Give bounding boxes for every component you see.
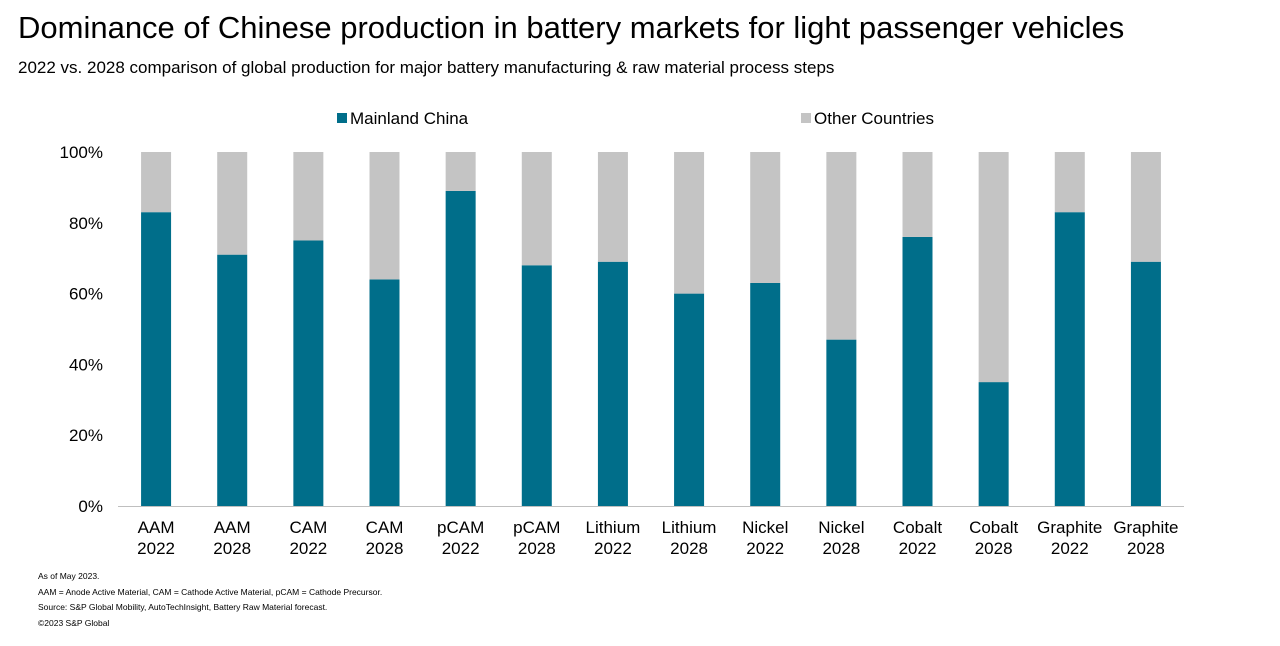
x-tick-label-year: 2022 [899, 539, 937, 558]
x-tick-label-year: 2028 [975, 539, 1013, 558]
bar-china-9 [826, 339, 857, 506]
x-tick-label-year: 2028 [1127, 539, 1165, 558]
x-tick-label: AAM [214, 518, 251, 537]
x-tick-label-year: 2022 [442, 539, 480, 558]
bar-china-12 [1054, 212, 1085, 506]
bar-other-10 [902, 152, 933, 237]
x-tick-label-year: 2028 [213, 539, 251, 558]
y-tick-label: 40% [69, 355, 103, 374]
bar-other-0 [141, 152, 172, 213]
legend-label-1: Other Countries [814, 109, 934, 128]
legend-swatch-1 [801, 113, 811, 123]
bar-china-7 [674, 293, 705, 506]
footnote-copyright: ©2023 S&P Global [38, 617, 110, 628]
x-tick-label: Cobalt [893, 518, 942, 537]
x-tick-label: Nickel [742, 518, 788, 537]
x-tick-label: Lithium [586, 518, 641, 537]
y-tick-label: 100% [60, 143, 103, 162]
bar-china-1 [217, 254, 248, 506]
bar-other-1 [217, 152, 248, 255]
x-tick-label: CAM [366, 518, 404, 537]
footnotes: As of May 2023. AAM = Anode Active Mater… [38, 569, 382, 631]
x-tick-label: pCAM [437, 518, 484, 537]
bar-other-6 [597, 152, 628, 262]
x-tick-label-year: 2022 [137, 539, 175, 558]
legend-label-0: Mainland China [350, 109, 469, 128]
x-tick-label: Lithium [662, 518, 717, 537]
x-axis: AAM 2022 AAM 2028 CAM 2022 CAM 2028 pCAM 2022 pCAM… [118, 506, 1184, 558]
x-tick-label: Graphite [1037, 518, 1102, 537]
bar-china-10 [902, 236, 933, 506]
bar-china-3 [369, 279, 400, 506]
bar-other-5 [521, 152, 552, 266]
x-tick-label: Cobalt [969, 518, 1018, 537]
bar-china-13 [1130, 261, 1161, 506]
bar-china-11 [978, 382, 1009, 506]
bar-other-9 [826, 152, 857, 340]
bar-china-0 [141, 212, 172, 506]
bar-other-12 [1054, 152, 1085, 213]
footnote-abbreviations: AAM = Anode Active Material, CAM = Catho… [38, 586, 383, 597]
y-tick-label: 0% [78, 497, 103, 516]
bar-other-4 [445, 152, 476, 191]
y-tick-label: 20% [69, 426, 103, 445]
y-tick-label: 60% [69, 285, 103, 304]
x-tick-label-year: 2022 [289, 539, 327, 558]
bar-china-5 [521, 265, 552, 506]
footnote-source: Source: S&P Global Mobility, AutoTechIns… [38, 602, 328, 612]
x-tick-label: Graphite [1113, 518, 1178, 537]
bar-other-7 [674, 152, 705, 294]
legend-swatch-0 [337, 113, 347, 123]
footnote-date: As of May 2023. [38, 571, 100, 581]
chart-title: Dominance of Chinese production in batte… [18, 10, 1125, 45]
chart-subtitle: 2022 vs. 2028 comparison of global produ… [18, 58, 835, 77]
bar-other-8 [750, 152, 781, 283]
x-tick-label-year: 2028 [366, 539, 404, 558]
x-tick-label-year: 2022 [746, 539, 784, 558]
bar-china-2 [293, 240, 324, 506]
x-tick-label: pCAM [513, 518, 560, 537]
bar-other-11 [978, 152, 1009, 383]
x-tick-label-year: 2022 [1051, 539, 1089, 558]
bar-other-2 [293, 152, 324, 241]
x-tick-label: CAM [289, 518, 327, 537]
bar-china-6 [597, 261, 628, 506]
bar-china-4 [445, 190, 476, 506]
x-tick-label-year: 2028 [670, 539, 708, 558]
x-tick-label: Nickel [818, 518, 864, 537]
y-axis: 0% 20% 40% 60% 80% 100% [60, 143, 103, 516]
bar-other-13 [1130, 152, 1161, 262]
bar-china-8 [750, 282, 781, 506]
x-tick-label-year: 2028 [518, 539, 556, 558]
y-tick-label: 80% [69, 214, 103, 233]
legend: Mainland China Other Countries [337, 109, 934, 128]
bars [141, 152, 1161, 506]
x-tick-label-year: 2028 [822, 539, 860, 558]
x-tick-label-year: 2022 [594, 539, 632, 558]
bar-other-3 [369, 152, 400, 280]
x-tick-label: AAM [138, 518, 175, 537]
